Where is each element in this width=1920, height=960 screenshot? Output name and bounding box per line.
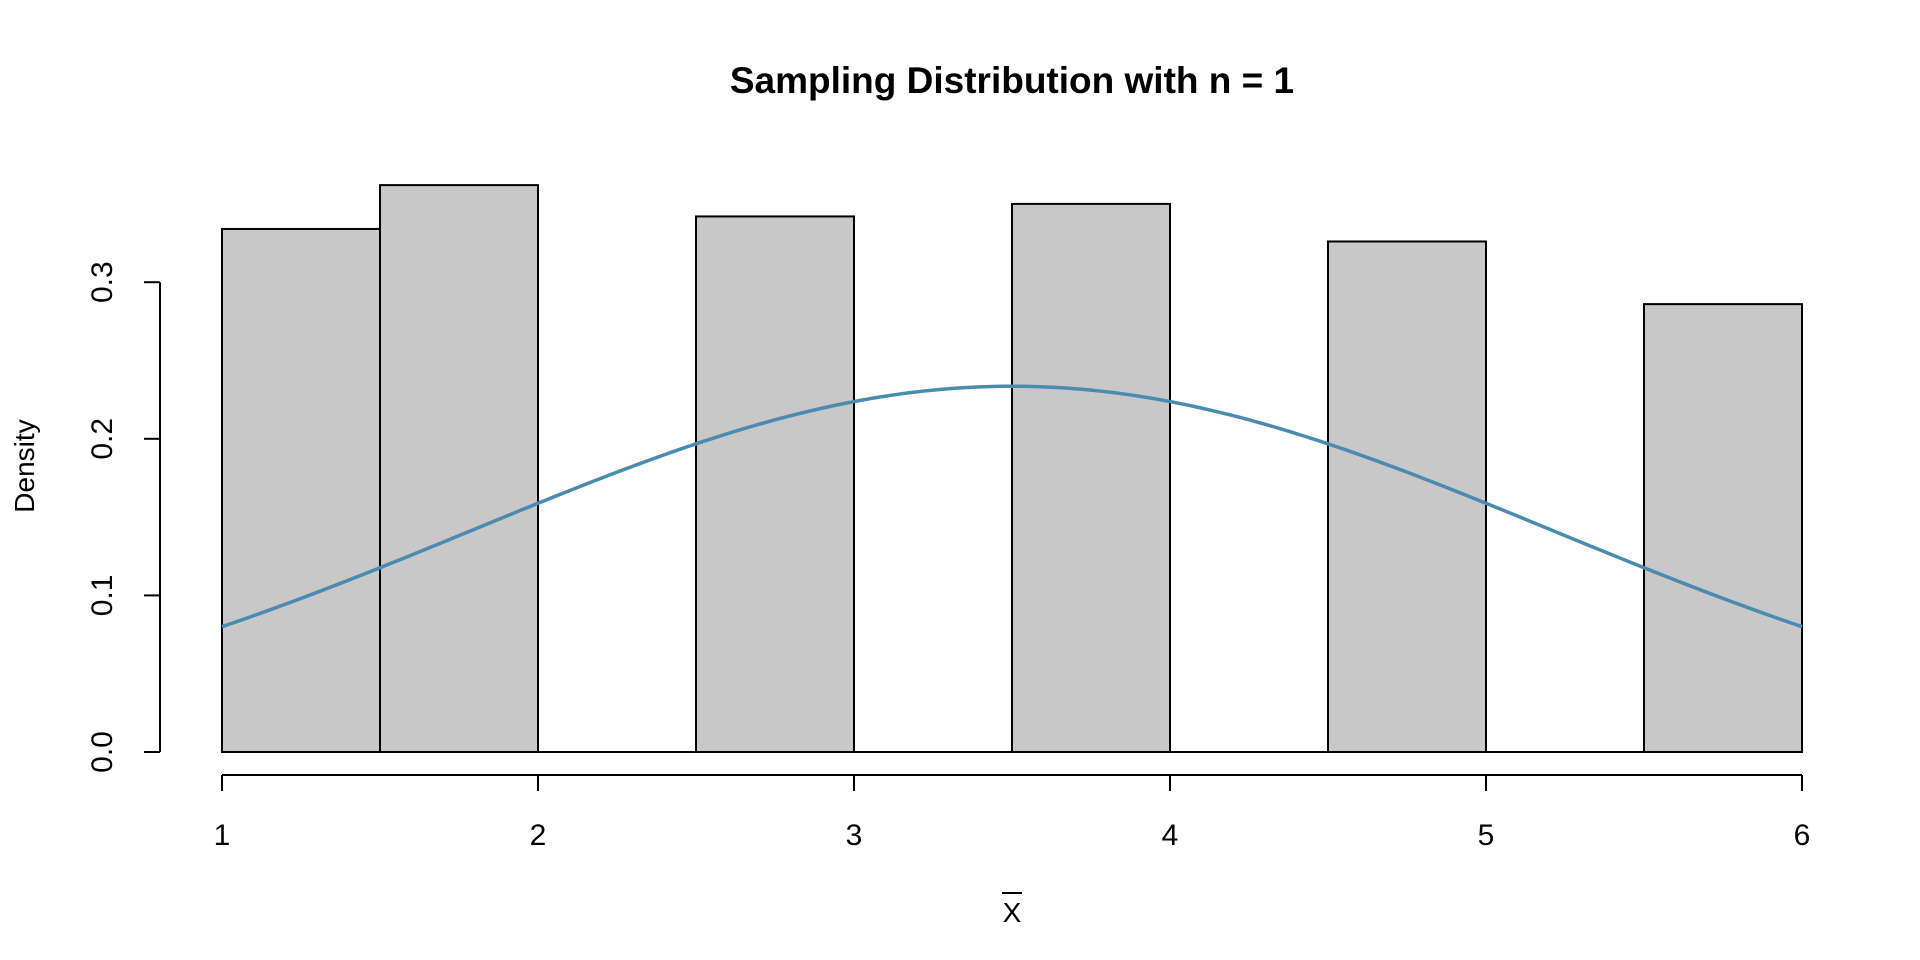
histogram-bars — [221, 184, 1803, 754]
histogram-bar-6 — [1011, 202, 1171, 753]
histogram-bar-1 — [221, 227, 381, 753]
histogram-bar-10 — [1643, 303, 1803, 753]
histogram-bar-4 — [695, 215, 855, 754]
x-tick-label: 3 — [846, 819, 863, 852]
x-tick-label: 4 — [1162, 819, 1179, 852]
y-axis: 0.0 0.1 0.2 0.3 — [86, 261, 161, 773]
x-tick-label: 5 — [1478, 819, 1495, 852]
y-axis-label: Density — [9, 419, 40, 512]
density-curve-layer — [221, 384, 1803, 629]
y-tick-label: 0.2 — [86, 418, 119, 460]
y-tick-label: 0.1 — [86, 575, 119, 617]
histogram-bar-8 — [1327, 240, 1487, 753]
x-tick-label: 6 — [1794, 819, 1811, 852]
chart-title: Sampling Distribution with n = 1 — [730, 60, 1294, 101]
x-axis-label-text: X — [1003, 897, 1022, 928]
histogram-bar-2 — [379, 184, 539, 754]
x-tick-label: 2 — [530, 819, 547, 852]
x-axis: 1 2 3 4 5 6 — [214, 774, 1811, 852]
density-curve — [221, 384, 1803, 629]
y-tick-label: 0.3 — [86, 261, 119, 303]
x-axis-label: X — [1002, 892, 1022, 928]
x-tick-label: 1 — [214, 819, 231, 852]
y-tick-label: 0.0 — [86, 731, 119, 773]
